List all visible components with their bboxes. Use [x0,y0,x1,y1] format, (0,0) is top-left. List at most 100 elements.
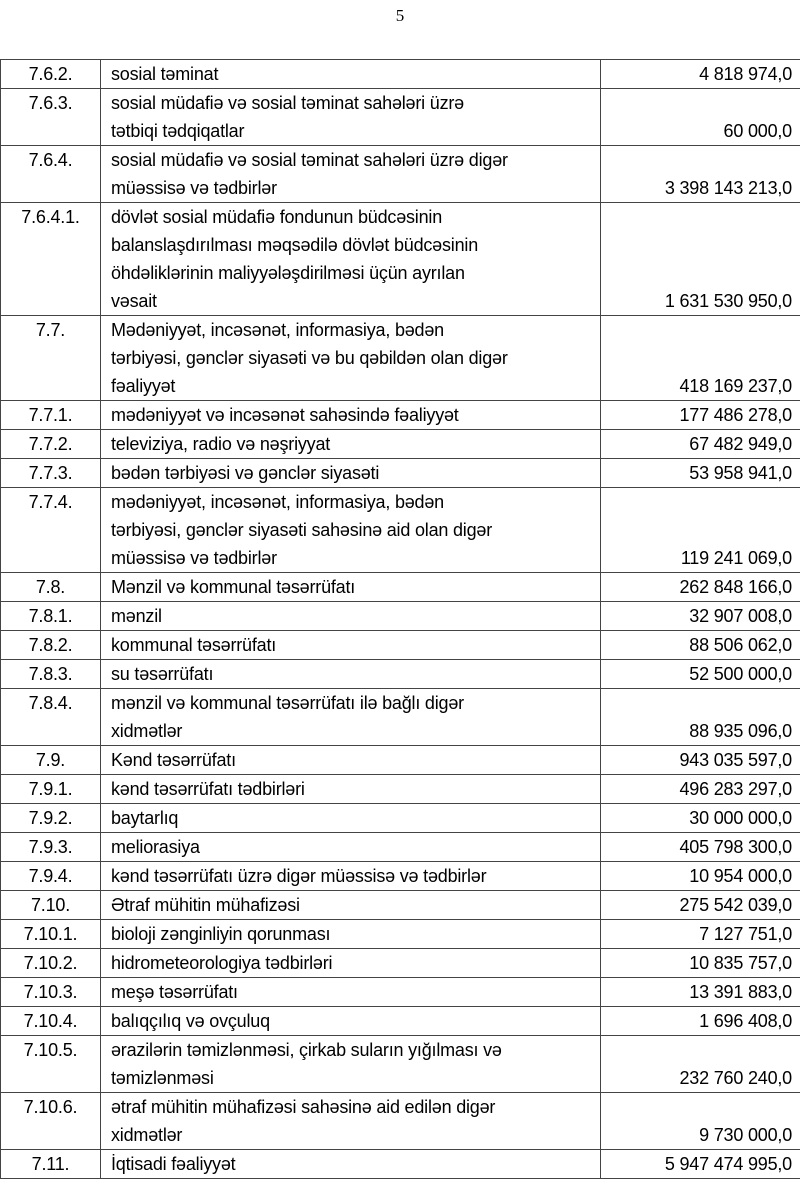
row-amount: 88 506 062,0 [600,630,800,660]
row-description: mədəniyyət və incəsənət sahəsində fəaliy… [100,400,601,430]
row-amount: 88 935 096,0 [600,688,800,746]
row-description: Mədəniyyət, incəsənət, informasiya, bədə… [100,315,601,401]
row-code: 7.7.1. [0,400,101,430]
row-description: sosial müdafiə və sosial təminat sahələr… [100,145,601,203]
row-amount: 5 947 474 995,0 [600,1149,800,1179]
row-description: Mənzil və kommunal təsərrüfatı [100,572,601,602]
table-row: 7.9. Kənd təsərrüfatı 943 035 597,0 [0,745,800,775]
row-code: 7.10.6. [0,1092,101,1150]
row-code: 7.9.2. [0,803,101,833]
table-row: 7.10.5. ərazilərin təmizlənməsi, çirkab s… [0,1035,800,1093]
row-amount: 177 486 278,0 [600,400,800,430]
table-row: 7.10. Ətraf mühitin mühafizəsi 275 542 039… [0,890,800,920]
row-amount: 67 482 949,0 [600,429,800,459]
row-code: 7.8.4. [0,688,101,746]
row-description: Kənd təsərrüfatı [100,745,601,775]
table-row: 7.7. Mədəniyyət, incəsənət, informasiya, … [0,315,800,401]
table-row: 7.10.2. hidrometeorologiya tədbirləri 10 8… [0,948,800,978]
table-row: 7.9.2. baytarlıq 30 000 000,0 [0,803,800,833]
row-description: meşə təsərrüfatı [100,977,601,1007]
table-row: 7.6.4.1. dövlət sosial müdafiə fondunun b… [0,202,800,316]
row-description: kənd təsərrüfatı üzrə digər müəssisə və … [100,861,601,891]
table-row: 7.8.2. kommunal təsərrüfatı 88 506 062,0 [0,630,800,660]
row-code: 7.9.4. [0,861,101,891]
row-code: 7.6.4.1. [0,202,101,316]
row-description: Ətraf mühitin mühafizəsi [100,890,601,920]
row-description: kommunal təsərrüfatı [100,630,601,660]
row-code: 7.11. [0,1149,101,1179]
table-row: 7.9.1. kənd təsərrüfatı tədbirləri 496 283… [0,774,800,804]
row-description: hidrometeorologiya tədbirləri [100,948,601,978]
row-description: ərazilərin təmizlənməsi, çirkab suların … [100,1035,601,1093]
row-amount: 232 760 240,0 [600,1035,800,1093]
row-amount: 52 500 000,0 [600,659,800,689]
table-row: 7.8. Mənzil və kommunal təsərrüfatı 262 84… [0,572,800,602]
row-code: 7.10.5. [0,1035,101,1093]
row-code: 7.6.2. [0,59,101,89]
row-amount: 53 958 941,0 [600,458,800,488]
table-row: 7.9.3. meliorasiya 405 798 300,0 [0,832,800,862]
table-row: 7.6.3. sosial müdafiə və sosial təminat s… [0,88,800,146]
row-description: bədən tərbiyəsi və gənclər siyasəti [100,458,601,488]
row-description: sosial müdafiə və sosial təminat sahələr… [100,88,601,146]
table-row: 7.7.4. mədəniyyət, incəsənət, informasiya… [0,487,800,573]
row-code: 7.8.2. [0,630,101,660]
row-amount: 30 000 000,0 [600,803,800,833]
row-amount: 10 835 757,0 [600,948,800,978]
row-description: dövlət sosial müdafiə fondunun büdcəsini… [100,202,601,316]
row-code: 7.10.3. [0,977,101,1007]
row-amount: 32 907 008,0 [600,601,800,631]
row-description: İqtisadi fəaliyyət [100,1149,601,1179]
table-row: 7.10.6. ətraf mühitin mühafizəsi sahəsinə… [0,1092,800,1150]
row-amount: 7 127 751,0 [600,919,800,949]
table-row: 7.10.3. meşə təsərrüfatı 13 391 883,0 [0,977,800,1007]
row-amount: 418 169 237,0 [600,315,800,401]
row-code: 7.9. [0,745,101,775]
row-description: su təsərrüfatı [100,659,601,689]
row-code: 7.8.1. [0,601,101,631]
row-amount: 496 283 297,0 [600,774,800,804]
table-row: 7.6.2. sosial təminat 4 818 974,0 [0,59,800,89]
table-row: 7.7.3. bədən tərbiyəsi və gənclər siyasət… [0,458,800,488]
row-description: kənd təsərrüfatı tədbirləri [100,774,601,804]
row-description: mənzil və kommunal təsərrüfatı ilə bağlı… [100,688,601,746]
row-amount: 262 848 166,0 [600,572,800,602]
table-row: 7.10.4. balıqçılıq və ovçuluq 1 696 408,0 [0,1006,800,1036]
row-amount: 275 542 039,0 [600,890,800,920]
row-amount: 60 000,0 [600,88,800,146]
row-description: televiziya, radio və nəşriyyat [100,429,601,459]
table-body: 7.6.2. sosial təminat 4 818 974,0 7.6.3. sos… [0,59,800,1179]
row-description: meliorasiya [100,832,601,862]
row-code: 7.10.1. [0,919,101,949]
row-code: 7.8.3. [0,659,101,689]
row-code: 7.10.4. [0,1006,101,1036]
table-row: 7.11. İqtisadi fəaliyyət 5 947 474 995,0 [0,1149,800,1179]
row-description: ətraf mühitin mühafizəsi sahəsinə aid ed… [100,1092,601,1150]
row-code: 7.8. [0,572,101,602]
budget-table: 7.6.2. sosial təminat 4 818 974,0 7.6.3. sos… [0,59,800,1179]
table-row: 7.6.4. sosial müdafiə və sosial təminat s… [0,145,800,203]
table-row: 7.8.3. su təsərrüfatı 52 500 000,0 [0,659,800,689]
row-code: 7.6.4. [0,145,101,203]
row-amount: 943 035 597,0 [600,745,800,775]
row-code: 7.7.4. [0,487,101,573]
row-amount: 10 954 000,0 [600,861,800,891]
row-amount: 9 730 000,0 [600,1092,800,1150]
page-number: 5 [395,6,405,25]
row-code: 7.7.3. [0,458,101,488]
row-amount: 4 818 974,0 [600,59,800,89]
row-description: mənzil [100,601,601,631]
row-description: mədəniyyət, incəsənət, informasiya, bədə… [100,487,601,573]
row-code: 7.7. [0,315,101,401]
row-code: 7.9.1. [0,774,101,804]
row-code: 7.9.3. [0,832,101,862]
table-row: 7.10.1. bioloji zənginliyin qorunması 7 12… [0,919,800,949]
row-code: 7.10. [0,890,101,920]
row-description: baytarlıq [100,803,601,833]
table-row: 7.9.4. kənd təsərrüfatı üzrə digər müəssi… [0,861,800,891]
table-row: 7.7.1. mədəniyyət və incəsənət sahəsində … [0,400,800,430]
row-amount: 405 798 300,0 [600,832,800,862]
table-row: 7.7.2. televiziya, radio və nəşriyyat 67 4… [0,429,800,459]
row-amount: 13 391 883,0 [600,977,800,1007]
table-row: 7.8.4. mənzil və kommunal təsərrüfatı ilə… [0,688,800,746]
